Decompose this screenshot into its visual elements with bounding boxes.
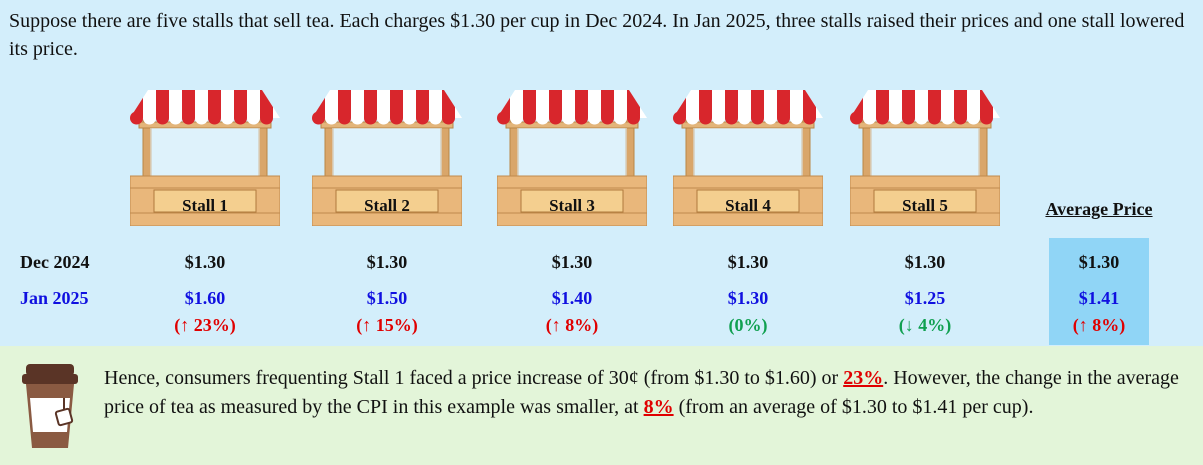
stall-name: Stall 5 <box>875 196 975 216</box>
jan-price: $1.50 <box>312 288 462 309</box>
row-label: Dec 2024 <box>20 252 89 273</box>
average-jan: $1.41 <box>1024 288 1174 309</box>
text: Hence, consumers frequenting Stall 1 fac… <box>104 367 843 389</box>
highlight: 23% <box>843 367 883 389</box>
intro-text: Suppose there are five stalls that sell … <box>9 7 1199 63</box>
dec-price: $1.30 <box>312 252 462 273</box>
dec-price: $1.30 <box>130 252 280 273</box>
infographic: Suppose there are five stalls that sell … <box>0 0 1203 465</box>
average-change: (↑ 8%) <box>1024 315 1174 336</box>
text: (from an average of $1.30 to $1.41 per c… <box>674 396 1034 418</box>
price-change: (↓ 4%) <box>850 315 1000 336</box>
average-dec: $1.30 <box>1024 252 1174 273</box>
jan-price: $1.40 <box>497 288 647 309</box>
conclusion-panel: Hence, consumers frequenting Stall 1 fac… <box>0 346 1203 465</box>
price-change: (0%) <box>673 315 823 336</box>
stall-name: Stall 2 <box>337 196 437 216</box>
average-header: Average Price <box>1024 199 1174 220</box>
cup-icon <box>20 358 80 453</box>
highlight: 8% <box>644 396 674 418</box>
dec-price: $1.30 <box>497 252 647 273</box>
row-label: Jan 2025 <box>20 288 89 309</box>
stall-name: Stall 4 <box>698 196 798 216</box>
price-change: (↑ 8%) <box>497 315 647 336</box>
jan-price: $1.30 <box>673 288 823 309</box>
conclusion-text: Hence, consumers frequenting Stall 1 fac… <box>104 364 1184 422</box>
dec-price: $1.30 <box>673 252 823 273</box>
jan-price: $1.25 <box>850 288 1000 309</box>
price-change: (↑ 23%) <box>130 315 280 336</box>
dec-price: $1.30 <box>850 252 1000 273</box>
price-change: (↑ 15%) <box>312 315 462 336</box>
stall-name: Stall 3 <box>522 196 622 216</box>
stall-name: Stall 1 <box>155 196 255 216</box>
jan-price: $1.60 <box>130 288 280 309</box>
